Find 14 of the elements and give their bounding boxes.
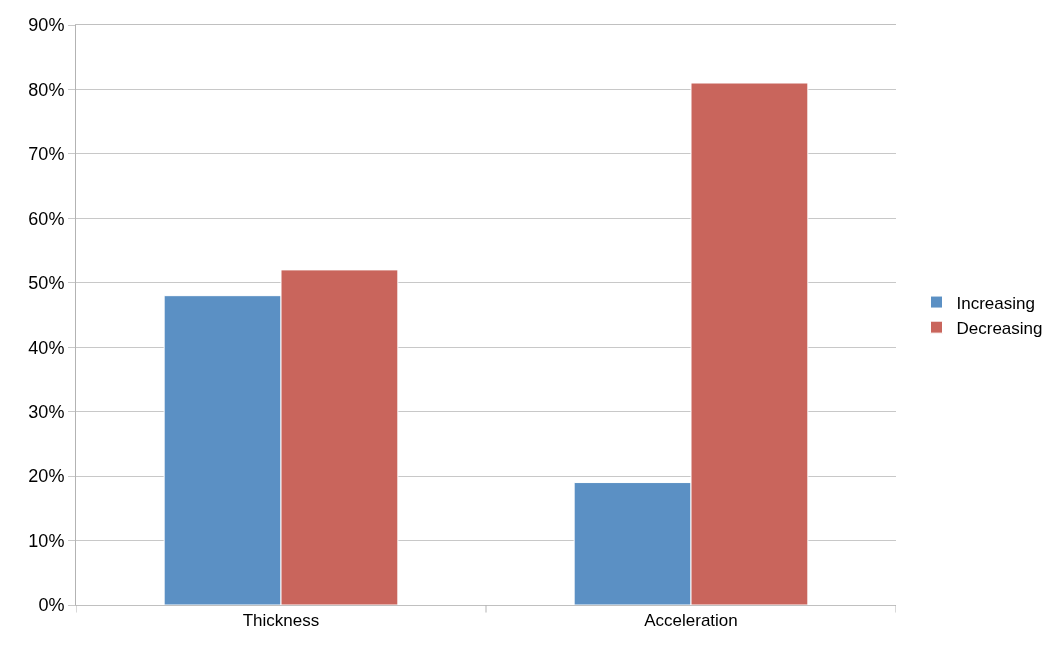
y-tick-label: 10% bbox=[28, 530, 65, 551]
y-tick-label: 40% bbox=[28, 337, 65, 358]
y-tick-label: 50% bbox=[28, 273, 65, 294]
y-tick-label: 80% bbox=[28, 79, 65, 100]
legend-label: Decreasing bbox=[956, 318, 1043, 338]
x-tick-label: Acceleration bbox=[644, 611, 738, 631]
y-tick-label: 30% bbox=[28, 401, 65, 422]
y-tick-label: 60% bbox=[28, 208, 65, 229]
y-tick-label: 70% bbox=[28, 144, 65, 165]
y-tick-label: 20% bbox=[28, 466, 65, 487]
legend-label: Increasing bbox=[956, 293, 1035, 313]
y-tick-label: 90% bbox=[28, 15, 65, 36]
y-tick-label: 0% bbox=[38, 595, 65, 616]
x-tick-label: Thickness bbox=[242, 611, 320, 631]
